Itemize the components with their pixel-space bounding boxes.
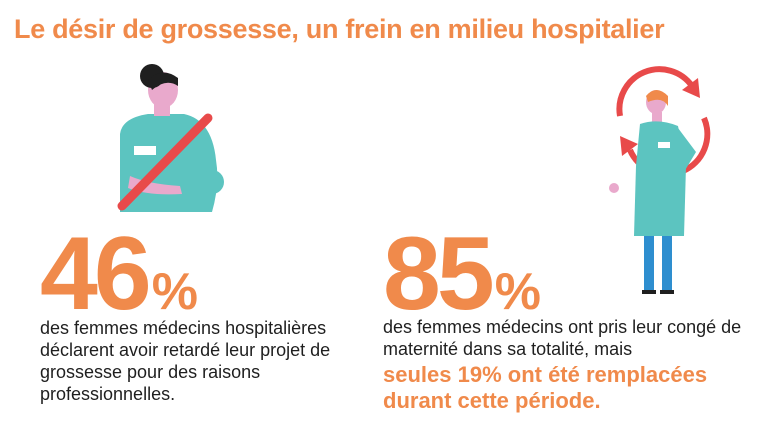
pregnant-doctor-crossed-icon — [117, 64, 224, 212]
stat-unit: % — [494, 263, 541, 321]
stat-right-text: des femmes médecins ont pris leur congé … — [383, 317, 742, 359]
stat-left-value: 46% — [40, 222, 198, 326]
stat-right-value: 85% — [383, 222, 541, 326]
stat-unit: % — [151, 263, 198, 321]
stat-right-highlight: seules 19% ont été remplacées durant cet… — [383, 362, 708, 413]
stat-right-description: des femmes médecins ont pris leur congé … — [383, 316, 773, 414]
replacement-doctor-icon — [609, 66, 711, 294]
stat-left-description: des femmes médecins hospitalières déclar… — [40, 318, 331, 404]
page-title: Le désir de grossesse, un frein en milie… — [14, 14, 665, 44]
stat-number: 85 — [383, 216, 495, 332]
stat-number: 46 — [40, 216, 152, 332]
